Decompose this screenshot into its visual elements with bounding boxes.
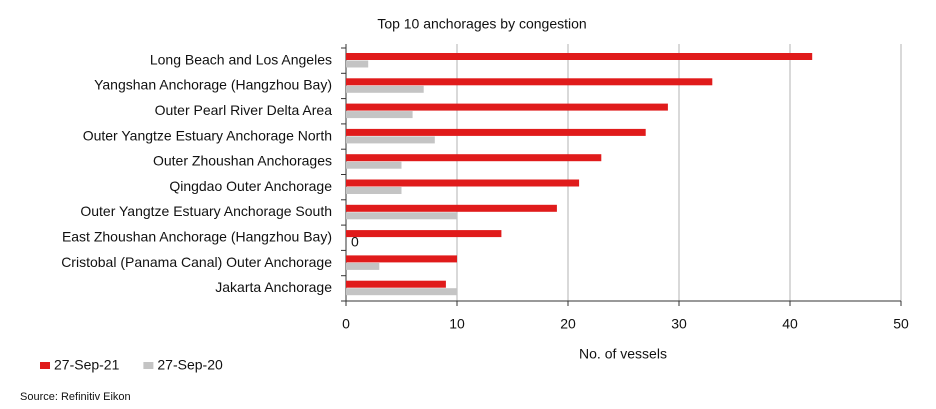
bar — [346, 53, 813, 60]
bar — [346, 103, 668, 111]
bar — [346, 60, 369, 68]
legend-swatch — [40, 362, 50, 369]
bar — [346, 85, 424, 93]
y-tick-label: Jakarta Anchorage — [215, 279, 332, 295]
y-tick-label: Yangshan Anchorage (Hangzhou Bay) — [94, 77, 332, 93]
y-tick-label: East Zhoushan Anchorage (Hangzhou Bay) — [62, 228, 332, 244]
x-axis-label: No. of vessels — [579, 346, 667, 362]
x-tick-label: 30 — [671, 316, 687, 332]
legend-label: 27-Sep-21 — [54, 357, 120, 373]
y-tick-label: Long Beach and Los Angeles — [150, 51, 332, 67]
bar — [346, 161, 402, 169]
bar — [346, 255, 457, 263]
x-tick-label: 20 — [560, 316, 576, 332]
bar — [346, 212, 457, 220]
chart-title: Top 10 anchorages by congestion — [377, 16, 586, 32]
bar — [346, 204, 557, 212]
source-note: Source: Refinitiv Eikon — [20, 391, 131, 403]
y-tick-label: Outer Yangtze Estuary Anchorage South — [80, 203, 332, 219]
y-tick-label: Qingdao Outer Anchorage — [169, 178, 332, 194]
bar — [346, 136, 435, 144]
data-label: 0 — [351, 233, 359, 249]
bar — [346, 187, 402, 194]
bar — [346, 128, 646, 136]
bar — [346, 230, 502, 238]
x-tick-label: 50 — [893, 316, 909, 332]
y-tick-label: Outer Zhoushan Anchorages — [153, 153, 332, 169]
x-tick-label: 0 — [342, 316, 350, 332]
x-tick-label: 40 — [782, 316, 798, 332]
bar — [346, 154, 602, 162]
bar — [346, 280, 446, 288]
bar — [346, 262, 380, 270]
legend-swatch — [143, 362, 154, 369]
bar — [346, 111, 413, 119]
y-tick-label: Cristobal (Panama Canal) Outer Anchorage — [61, 254, 332, 270]
y-tick-label: Outer Pearl River Delta Area — [155, 102, 333, 118]
bar — [346, 78, 713, 86]
y-tick-label: Outer Yangtze Estuary Anchorage North — [83, 127, 332, 143]
legend-label: 27-Sep-20 — [157, 357, 223, 373]
bar — [346, 288, 457, 296]
x-tick-label: 10 — [449, 316, 465, 332]
bar — [346, 179, 580, 187]
